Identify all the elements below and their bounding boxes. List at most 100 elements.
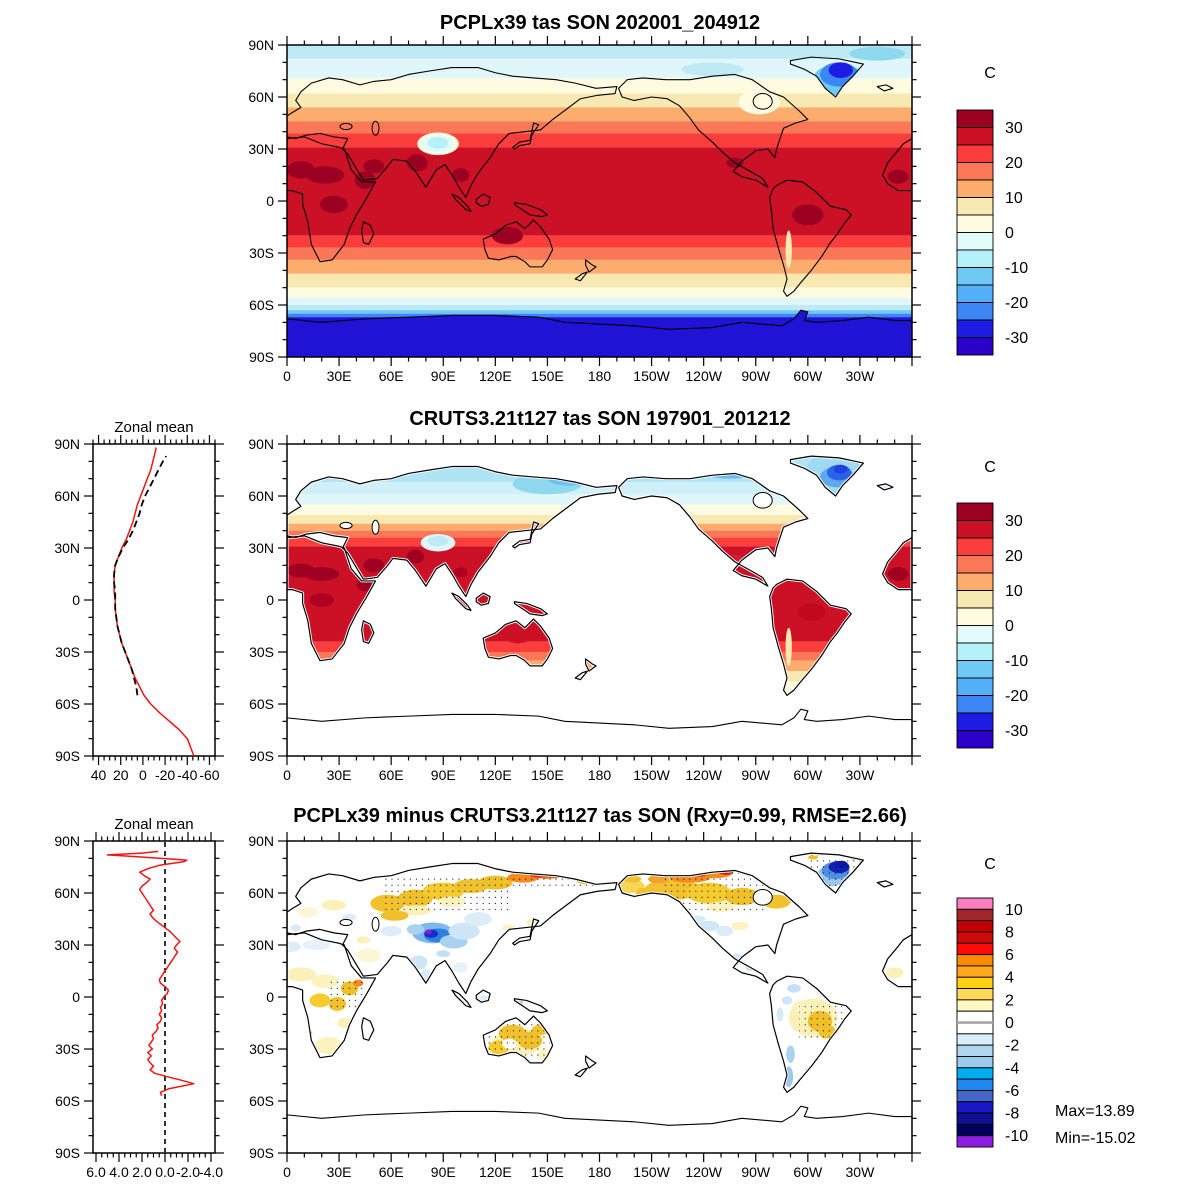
svg-text:30N: 30N bbox=[54, 540, 80, 556]
svg-text:30S: 30S bbox=[55, 644, 80, 660]
svg-text:10: 10 bbox=[1005, 902, 1023, 919]
panel2-title: CRUTS3.21t127 tas SON 197901_201212 bbox=[409, 408, 791, 430]
svg-text:90N: 90N bbox=[248, 833, 274, 849]
svg-text:0: 0 bbox=[283, 1164, 291, 1180]
svg-text:6: 6 bbox=[1005, 947, 1014, 964]
svg-text:0: 0 bbox=[139, 767, 147, 783]
svg-text:90W: 90W bbox=[741, 368, 771, 384]
svg-text:60W: 60W bbox=[793, 767, 823, 783]
svg-text:0: 0 bbox=[1005, 225, 1014, 242]
svg-text:90W: 90W bbox=[741, 1164, 771, 1180]
svg-text:0: 0 bbox=[1005, 618, 1014, 635]
svg-text:6.0: 6.0 bbox=[86, 1164, 106, 1180]
svg-text:60W: 60W bbox=[793, 1164, 823, 1180]
svg-text:30E: 30E bbox=[327, 1164, 352, 1180]
svg-text:150E: 150E bbox=[531, 767, 564, 783]
zonal-curve-red-model bbox=[113, 447, 195, 757]
svg-text:0: 0 bbox=[266, 989, 274, 1005]
svg-text:30N: 30N bbox=[248, 937, 274, 953]
svg-text:-10: -10 bbox=[1005, 260, 1028, 277]
lat-axis-labels-panel1: 90N 60N 30N 0 30S 60S 90S bbox=[248, 37, 274, 365]
svg-text:2: 2 bbox=[1005, 992, 1014, 1009]
svg-text:60S: 60S bbox=[55, 696, 80, 712]
svg-text:180: 180 bbox=[588, 767, 612, 783]
panel3-title: PCPLx39 minus CRUTS3.21t127 tas SON (Rxy… bbox=[293, 805, 907, 827]
svg-text:0: 0 bbox=[283, 368, 291, 384]
svg-text:0: 0 bbox=[266, 592, 274, 608]
map-frame-panel2 bbox=[278, 435, 921, 765]
colorbar1-unit-label: C bbox=[984, 65, 996, 82]
svg-text:4: 4 bbox=[1005, 970, 1014, 987]
lat-axis-labels-panel3: 90N 60N 30N 0 30S 60S 90S bbox=[248, 833, 274, 1161]
antarctica-outline bbox=[287, 709, 913, 757]
colorbar-panel2: 30 20 10 0 -10 -20 -30 bbox=[956, 502, 1028, 749]
stat-min-label: Min=-15.02 bbox=[1055, 1130, 1136, 1147]
svg-text:60S: 60S bbox=[249, 297, 274, 313]
svg-text:90W: 90W bbox=[741, 767, 771, 783]
svg-text:2.0: 2.0 bbox=[132, 1164, 152, 1180]
svg-text:60N: 60N bbox=[248, 885, 274, 901]
svg-text:60E: 60E bbox=[379, 1164, 404, 1180]
lon-axis-labels-panel3: 0 30E 60E 90E 120E 150E 180 150W 120W 90W 60W 30W bbox=[283, 1164, 875, 1180]
map-panel1-model-field bbox=[287, 45, 913, 358]
svg-text:90E: 90E bbox=[431, 368, 456, 384]
svg-text:90E: 90E bbox=[431, 767, 456, 783]
svg-text:-20: -20 bbox=[1005, 688, 1028, 705]
svg-text:60S: 60S bbox=[249, 1093, 274, 1109]
svg-text:30W: 30W bbox=[846, 368, 876, 384]
colorbar-panel3: 10 8 6 4 2 0 -2 -4 -6 -8 -10 bbox=[956, 897, 1028, 1148]
svg-text:-6: -6 bbox=[1005, 1083, 1019, 1100]
svg-text:30W: 30W bbox=[846, 1164, 876, 1180]
zonal-curve-black-obs bbox=[113, 455, 167, 696]
svg-text:90N: 90N bbox=[248, 37, 274, 53]
svg-text:120W: 120W bbox=[685, 1164, 722, 1180]
svg-text:90S: 90S bbox=[249, 748, 274, 764]
svg-text:4.0: 4.0 bbox=[109, 1164, 129, 1180]
svg-text:180: 180 bbox=[588, 1164, 612, 1180]
svg-text:-4.0: -4.0 bbox=[199, 1164, 223, 1180]
lon-axis-labels-panel1: 0 30E 60E 90E 120E 150E 180 150W 120W 90W 60W 30W bbox=[283, 368, 875, 384]
svg-text:90S: 90S bbox=[55, 748, 80, 764]
svg-text:-30: -30 bbox=[1005, 723, 1028, 740]
lat-axis-labels-panel2: 90N 60N 30N 0 30S 60S 90S bbox=[248, 436, 274, 764]
svg-text:120W: 120W bbox=[685, 767, 722, 783]
svg-text:90S: 90S bbox=[55, 1145, 80, 1161]
svg-text:30N: 30N bbox=[248, 540, 274, 556]
svg-text:-20: -20 bbox=[1005, 295, 1028, 312]
svg-text:30W: 30W bbox=[846, 767, 876, 783]
svg-text:30S: 30S bbox=[249, 644, 274, 660]
svg-text:-30: -30 bbox=[1005, 330, 1028, 347]
svg-text:-4: -4 bbox=[1005, 1060, 1019, 1077]
svg-text:30S: 30S bbox=[249, 245, 274, 261]
svg-text:-60: -60 bbox=[199, 767, 219, 783]
svg-text:60N: 60N bbox=[248, 488, 274, 504]
svg-text:30N: 30N bbox=[248, 141, 274, 157]
colorbar3-unit-label: C bbox=[984, 856, 996, 873]
svg-text:30N: 30N bbox=[54, 937, 80, 953]
greenland-cold-spot bbox=[813, 62, 864, 96]
svg-text:0: 0 bbox=[72, 592, 80, 608]
svg-text:60N: 60N bbox=[54, 488, 80, 504]
svg-text:30E: 30E bbox=[327, 368, 352, 384]
svg-text:60E: 60E bbox=[379, 767, 404, 783]
svg-text:0: 0 bbox=[266, 193, 274, 209]
svg-text:90N: 90N bbox=[248, 436, 274, 452]
svg-text:20: 20 bbox=[1005, 155, 1023, 172]
svg-text:120W: 120W bbox=[685, 368, 722, 384]
svg-text:90N: 90N bbox=[54, 436, 80, 452]
svg-text:90S: 90S bbox=[249, 349, 274, 365]
svg-text:0.0: 0.0 bbox=[155, 1164, 175, 1180]
svg-text:150W: 150W bbox=[633, 767, 670, 783]
svg-text:60N: 60N bbox=[248, 89, 274, 105]
map-frame-panel3 bbox=[278, 832, 921, 1162]
svg-text:90E: 90E bbox=[431, 1164, 456, 1180]
svg-text:0: 0 bbox=[283, 767, 291, 783]
svg-text:30E: 30E bbox=[327, 767, 352, 783]
svg-text:8: 8 bbox=[1005, 924, 1014, 941]
zonal-mean-plot-1: 90N 60N 30N 0 30S 60S 90S 40 20 0 -20 -40 -60 bbox=[54, 435, 224, 783]
svg-text:90N: 90N bbox=[54, 833, 80, 849]
svg-text:120E: 120E bbox=[479, 368, 512, 384]
svg-text:150W: 150W bbox=[633, 1164, 670, 1180]
